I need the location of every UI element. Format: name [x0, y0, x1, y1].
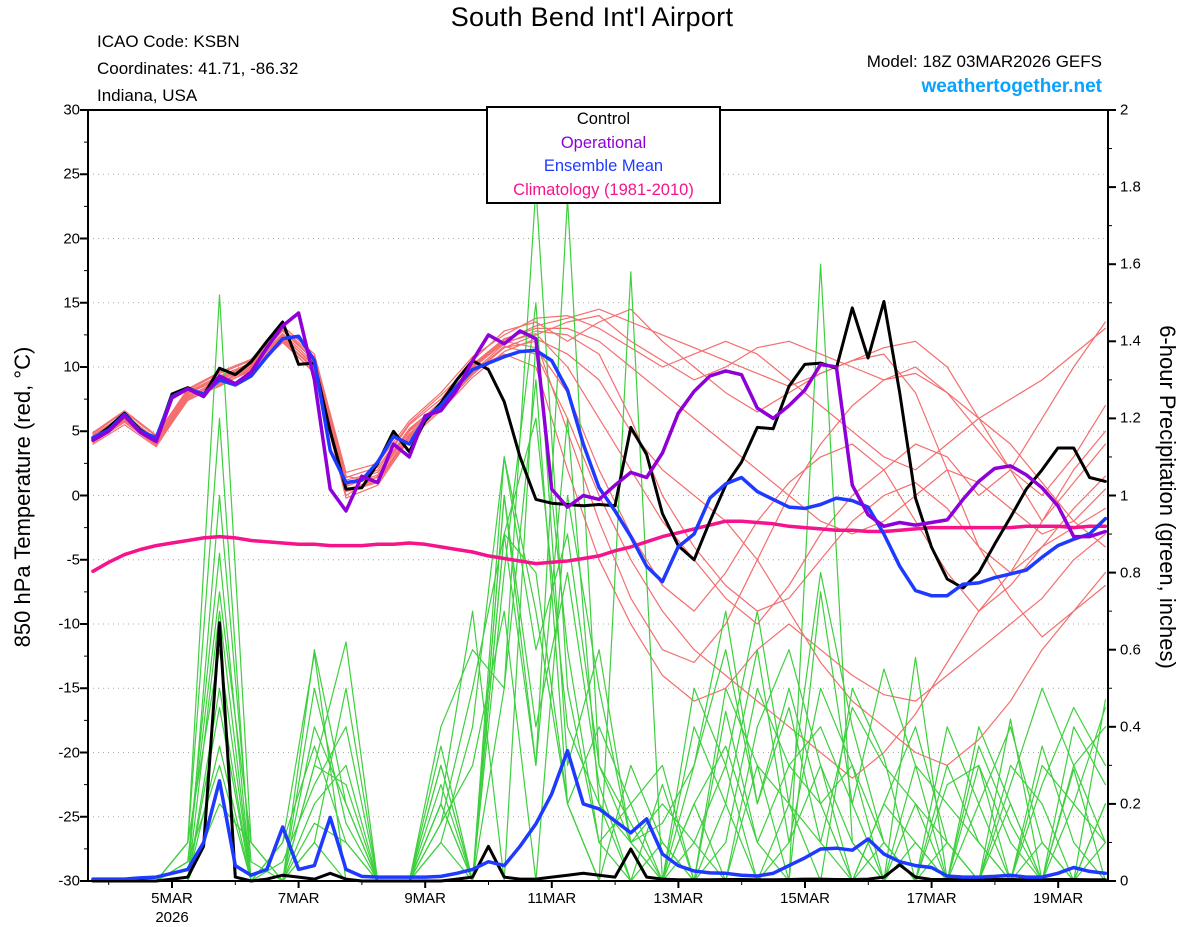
left-axis-label: -25 [58, 808, 80, 826]
legend-ensemble-mean: Ensemble Mean [543, 157, 664, 176]
page-title: South Bend Int'l Airport [450, 2, 734, 32]
left-axis-label: 0 [71, 487, 80, 504]
right-axis-label: 1 [1120, 487, 1129, 504]
left-axis-label: 10 [63, 358, 80, 376]
legend-control: Control [576, 110, 631, 129]
ensemble-mean-temp-line [91, 334, 1108, 598]
left-axis-label: -15 [58, 679, 80, 697]
left-axis-label: 20 [63, 230, 80, 247]
control-precip-line [91, 621, 1107, 883]
ensemble-mean-precip-line [91, 748, 1108, 881]
x-axis-label: 19MAR [1033, 890, 1084, 907]
x-axis-label: 9MAR [404, 890, 447, 907]
left-axis-label: -30 [58, 872, 80, 890]
ensemble-member-temp-line [92, 308, 1106, 574]
control-temp-line [91, 300, 1107, 590]
right-axis-label: 0 [1120, 872, 1129, 890]
ensemble-member-temp-line [92, 340, 1106, 702]
station-icao: ICAO Code: KSBN [97, 32, 240, 51]
ensemble-member-precip-line [92, 533, 1106, 882]
right-axis-label: 1.2 [1120, 409, 1141, 427]
left-axis-label: 5 [71, 422, 80, 440]
left-axis-label: 25 [63, 165, 80, 183]
right-axis-label: 2 [1120, 101, 1129, 119]
left-axis-label: 30 [63, 101, 80, 119]
station-info: ICAO Code: KSBN Coordinates: 41.71, -86.3… [97, 28, 298, 109]
ensemble-member-temp-line [92, 327, 1106, 535]
left-axis-label: -5 [66, 551, 80, 569]
legend-operational: Operational [560, 133, 647, 152]
model-run-label: Model: 18Z 03MAR2026 GEFS [866, 52, 1102, 71]
ensemble-member-temp-line [92, 338, 1106, 779]
operational-temp-line [91, 311, 1108, 539]
x-axis-year-label: 2026 [155, 909, 189, 926]
climatology-temp-line [91, 519, 1108, 574]
left-axis-label: 15 [63, 294, 80, 312]
x-axis-label: 11MAR [527, 890, 577, 907]
x-axis-label: 5MAR [151, 890, 193, 907]
ensemble-member-temp-line [92, 339, 1106, 664]
x-axis-label: 13MAR [653, 890, 704, 907]
right-axis-label: 0.6 [1120, 641, 1141, 659]
chart-legend: Control Operational Ensemble Mean Climat… [486, 106, 721, 204]
station-coordinates: Coordinates: 41.71, -86.32 [97, 59, 299, 78]
right-axis-label: 1.6 [1120, 255, 1141, 273]
ensemble-member-temp-line [92, 315, 1106, 484]
station-region: Indiana, USA [97, 86, 198, 105]
x-axis-label: 7MAR [277, 890, 320, 907]
left-axis-label: -20 [58, 744, 80, 761]
left-axis-label: -10 [58, 615, 80, 633]
right-axis-title: 6-hour Precipitation (green, inches) [1155, 325, 1180, 669]
site-link[interactable]: weathertogether.net [921, 76, 1102, 97]
right-axis-label: 0.8 [1120, 564, 1141, 582]
legend-climatology: Climatology (1981-2010) [513, 180, 694, 199]
right-axis-label: 1.4 [1120, 332, 1141, 350]
right-axis-label: 1.8 [1120, 178, 1141, 196]
ensemble-member-precip-line [92, 186, 1106, 882]
x-axis-label: 15MAR [779, 890, 831, 907]
x-axis-label: 17MAR [906, 890, 957, 907]
ensemble-member-temp-line [92, 338, 1106, 766]
right-axis-label: 0.4 [1120, 718, 1141, 736]
right-axis-label: 0.2 [1120, 795, 1141, 813]
ensemble-member-precip-line [92, 494, 1106, 882]
ensemble-member-precip-line [92, 456, 1106, 882]
